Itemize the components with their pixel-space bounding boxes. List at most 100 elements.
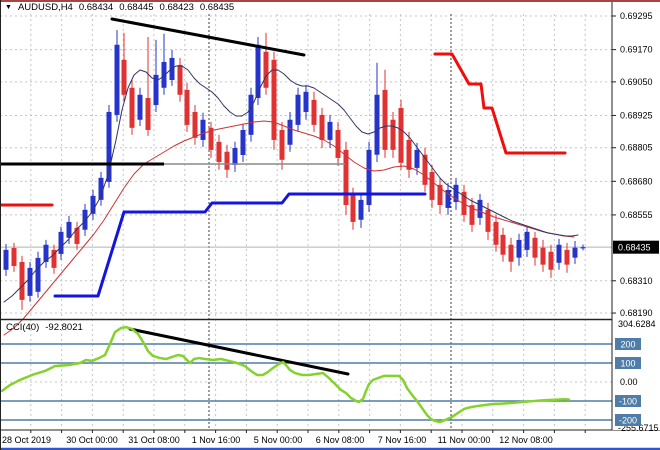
time-axis[interactable]: 28 Oct 2019 30 Oct 00:00 31 Oct 08:00 1 Nov… <box>2 430 586 445</box>
bid-price-box <box>613 240 659 254</box>
candle-down <box>319 114 325 140</box>
candle-up <box>445 189 451 208</box>
candle-up <box>137 94 143 120</box>
time-axis-label: 6 Nov 08:00 <box>316 435 365 445</box>
bid-price-label: 0.68435 <box>618 243 651 253</box>
candle-up <box>327 121 333 140</box>
candle-down <box>390 119 396 150</box>
time-axis-label: 28 Oct 2019 <box>2 435 51 445</box>
time-axis-label: 12 Nov 08:00 <box>499 435 553 445</box>
price-axis-label: 0.69170 <box>620 45 653 55</box>
candle-up <box>287 119 293 145</box>
candle-up <box>82 209 88 230</box>
candle-down <box>335 129 341 158</box>
cci-line <box>0 325 571 424</box>
candle-down <box>548 251 554 270</box>
candle-down <box>398 107 404 163</box>
candle-up <box>477 199 483 218</box>
cci-level-badge <box>615 357 641 369</box>
candle-down <box>437 184 443 205</box>
candle-up <box>580 247 586 249</box>
drawn-objects <box>0 17 350 376</box>
cci-zero-label: 0.00 <box>620 377 638 387</box>
candle-down <box>263 51 269 88</box>
buy-step-line <box>53 192 427 298</box>
candle-up <box>556 244 562 263</box>
candle-up <box>161 61 167 88</box>
buy-step-line <box>53 192 427 298</box>
trendline-main <box>110 17 306 57</box>
candle-down <box>422 154 428 185</box>
candle-up <box>66 221 72 238</box>
candle-down <box>121 59 127 95</box>
candle-up <box>414 149 420 168</box>
candle-down <box>429 171 435 200</box>
candles-layer <box>3 29 586 310</box>
candle-down <box>271 59 277 140</box>
candle-up <box>35 257 41 292</box>
candle-down <box>350 194 356 222</box>
candle-down <box>51 249 57 268</box>
candle-up <box>453 184 459 203</box>
time-axis-label: 11 Nov 00:00 <box>438 435 491 445</box>
cci-level-badge-label: 200 <box>620 340 635 350</box>
time-axis-label: 1 Nov 16:00 <box>192 435 241 445</box>
candle-up <box>153 74 159 105</box>
ma-slow-line <box>3 120 575 336</box>
candle-down <box>145 97 151 130</box>
price-axis-label: 0.68925 <box>620 110 653 120</box>
candle-up <box>98 177 104 200</box>
candle-up <box>90 195 96 214</box>
sell-step-line <box>433 52 567 155</box>
cci-level-badge-label: -100 <box>619 397 637 407</box>
candle-down <box>532 237 538 258</box>
time-axis-label: 30 Oct 00:00 <box>66 435 118 445</box>
candle-up <box>240 129 246 155</box>
chart-title: ▼ AUDUSD,H4 0.68434 0.68445 0.68423 0.68… <box>5 2 234 13</box>
price-axis-label: 0.69295 <box>620 11 653 21</box>
candle-down <box>192 111 198 138</box>
candle-down <box>540 247 546 265</box>
time-axis-label: 31 Oct 08:00 <box>128 435 180 445</box>
candle-down <box>74 227 80 244</box>
cci-min-label: -255.6715 <box>618 423 659 433</box>
cci-axis[interactable]: 304.6284 -255.6715 0.00 200 100 -100 -200 <box>615 319 659 433</box>
candle-down <box>485 209 491 232</box>
price-axis-label: 0.69050 <box>620 77 653 87</box>
candle-up <box>516 239 522 258</box>
candle-up <box>524 231 530 250</box>
candle-up <box>358 199 364 220</box>
candle-down <box>208 127 214 150</box>
candle-down <box>129 87 135 128</box>
ma-slow-line <box>3 120 575 336</box>
cci-level-lines <box>0 343 612 421</box>
candle-down <box>564 249 570 265</box>
candle-down <box>177 64 183 95</box>
candle-up <box>114 44 120 115</box>
candle-down <box>343 149 349 205</box>
candle-down <box>279 129 285 160</box>
cci-line <box>0 325 571 424</box>
ohlc-open: 0.68434 <box>78 2 114 13</box>
candle-down <box>311 99 317 125</box>
candle-down <box>216 141 222 162</box>
cci-name: CCI(40) <box>6 322 40 333</box>
candle-up <box>200 119 206 140</box>
price-axis-label: 0.68805 <box>620 143 653 153</box>
ohlc-high: 0.68445 <box>119 2 154 13</box>
candle-up <box>58 231 64 254</box>
cci-level-badge <box>615 338 641 350</box>
candle-down <box>11 247 17 266</box>
candle-up <box>43 244 49 262</box>
trendline-cci <box>128 327 350 376</box>
symbol-dropdown-icon[interactable]: ▼ <box>5 4 12 11</box>
price-axis-label: 0.68310 <box>620 276 653 286</box>
candle-down <box>382 89 388 150</box>
ohlc-low: 0.68423 <box>159 2 194 13</box>
candle-up <box>106 111 112 182</box>
symbol-timeframe-label: AUDUSD,H4 <box>17 2 73 13</box>
time-axis-label: 5 Nov 00:00 <box>254 435 303 445</box>
candle-down <box>500 234 506 255</box>
